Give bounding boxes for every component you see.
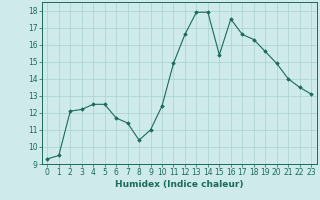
X-axis label: Humidex (Indice chaleur): Humidex (Indice chaleur) — [115, 180, 244, 189]
